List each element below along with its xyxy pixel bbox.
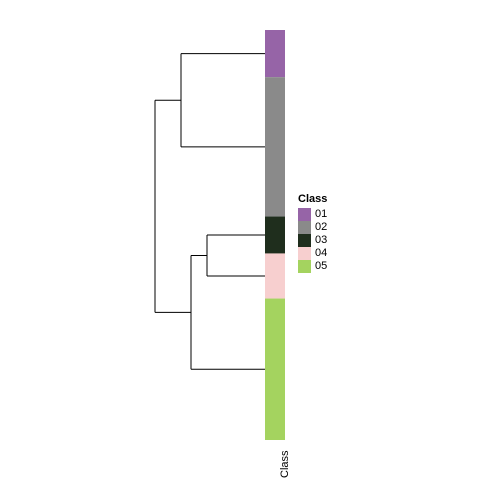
legend-title: Class — [298, 194, 327, 205]
legend-label: 05 — [315, 261, 327, 272]
column-axis-label: Class — [279, 450, 291, 478]
legend-swatch — [298, 260, 311, 273]
legend-label: 03 — [315, 235, 327, 246]
legend-label: 02 — [315, 222, 327, 233]
legend-label: 01 — [315, 209, 327, 220]
legend: Class 01 02 03 04 05 — [298, 194, 327, 273]
legend-label: 04 — [315, 248, 327, 259]
legend-item: 02 — [298, 221, 327, 234]
dendrogram-heatmap-plot — [0, 0, 504, 504]
legend-swatch — [298, 247, 311, 260]
legend-item: 03 — [298, 234, 327, 247]
legend-swatch — [298, 208, 311, 221]
legend-item: 04 — [298, 247, 327, 260]
legend-item: 05 — [298, 260, 327, 273]
legend-item: 01 — [298, 208, 327, 221]
legend-swatch — [298, 234, 311, 247]
legend-swatch — [298, 221, 311, 234]
